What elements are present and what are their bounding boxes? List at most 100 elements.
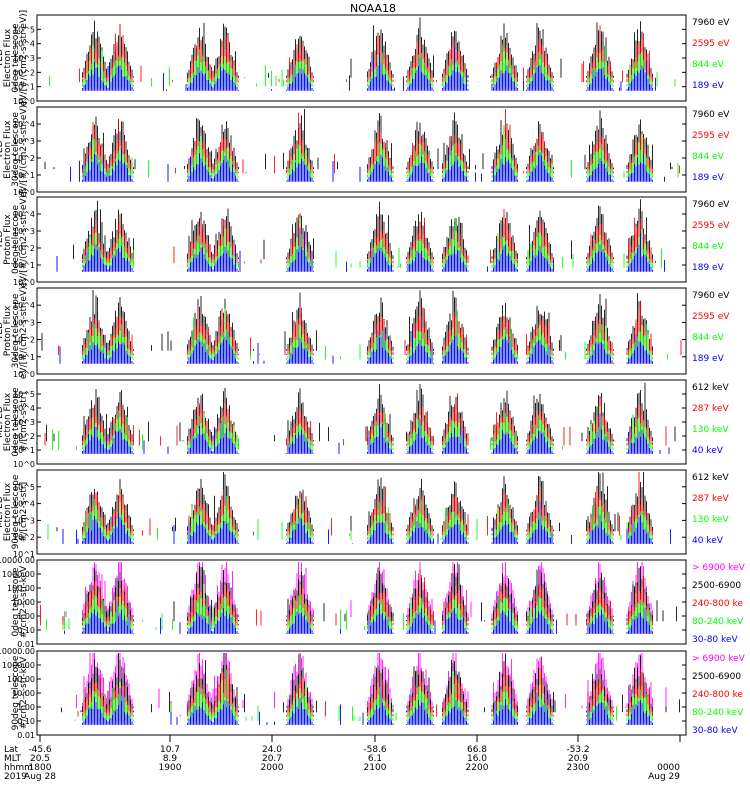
legend-entry: 189 eV (692, 354, 725, 364)
y-axis-label-line: 0deg telescope (11, 205, 21, 275)
y-tick-label: 100.00 (7, 584, 35, 593)
legend-entry: 7960 eV (692, 110, 730, 120)
y-axis-label-line: #/[cm2-s-str] (19, 482, 29, 542)
x-tick-label-hhmm: 2100 (364, 763, 387, 773)
x-tick-label-hhmm: 1900 (159, 763, 182, 773)
legend-entry: 2595 eV (692, 131, 730, 141)
y-tick-label: 0.10 (17, 717, 35, 726)
y-axis-label-line: 30deg telescope (11, 293, 21, 368)
y-axis-label-line: 0deg telescope (11, 567, 21, 637)
series-trace (82, 46, 656, 91)
series-trace (76, 653, 667, 709)
panel-frame (36, 650, 687, 736)
x-tick-label-lat: -58.6 (363, 745, 387, 755)
y-tick-label: 0.10 (17, 626, 35, 635)
y-axis-label-line: 30deg telescope (11, 112, 21, 187)
y-tick-label: 10^5 (13, 390, 35, 399)
y-tick-label: 10^4 (13, 40, 35, 49)
y-tick-label: 10^2 (13, 244, 35, 253)
x-tick-label-hhmm: 1800 (29, 763, 52, 773)
series-trace (44, 393, 667, 446)
series-trace (64, 598, 653, 634)
legend-entry: 844 eV (692, 152, 725, 162)
legend-entry: 189 eV (692, 263, 725, 273)
legend-entry: 30-80 keV (692, 635, 738, 645)
y-tick-label: 100.00 (7, 675, 35, 684)
legend-entry: 2500-6900 (692, 672, 741, 682)
series-trace (59, 308, 668, 360)
chart-title: NOAA18 (350, 2, 396, 15)
y-tick-label: 10^4 (13, 120, 35, 129)
y-tick-label: 10000.00 (0, 556, 35, 565)
legend-entry: 130 keV (692, 515, 729, 525)
series-trace (79, 24, 653, 83)
x-tick-label-mlt: 20.7 (262, 754, 282, 764)
y-tick-label: 10^1 (13, 446, 35, 455)
y-axis-label-line: eV/[#/(cm2-s-str-eV)] (19, 191, 29, 287)
x-row-label: 2019 (4, 772, 27, 782)
y-tick-label: 10^2 (13, 154, 35, 163)
x-row-label: Lat (4, 745, 19, 755)
y-tick-label: 10^2 (13, 336, 35, 345)
x-tick-label-mlt: 20.5 (30, 754, 50, 764)
y-axis-label-line: TED (0, 49, 5, 68)
panel-frame (36, 14, 687, 102)
y-tick-label: 10^1 (13, 261, 35, 270)
legend-entry: > 6900 keV (692, 563, 746, 573)
y-tick-label: 10^0 (13, 460, 35, 469)
legend-entry: 7960 eV (692, 200, 730, 210)
legend-entry: 240-800 ke (692, 599, 743, 609)
y-axis-label: 90deg telescope#/cm2-s-str-keV (11, 655, 29, 730)
legend-entry: 189 eV (692, 81, 725, 91)
legend-entry: 80-240 keV (692, 617, 744, 627)
x-tick-label-lat: -45.6 (28, 745, 52, 755)
y-axis-label-line: 0deg telescope (11, 387, 21, 457)
y-tick-label: 10^0 (13, 97, 35, 106)
x-tick-label-date: Aug 28 (24, 772, 56, 782)
y-axis-label-line: Electron Flux (3, 392, 13, 451)
y-axis-label-line: TED (0, 230, 5, 249)
y-axis-label-line: 90deg telescope (11, 474, 21, 549)
y-tick-label: 10^2 (13, 432, 35, 441)
y-tick-label: 10^3 (13, 137, 35, 146)
legend-entry: 844 eV (692, 60, 725, 70)
series-trace (82, 472, 653, 536)
series-trace (82, 125, 679, 178)
panel-frame (36, 379, 687, 465)
y-axis-label-line: #/[cm2-s-str] (19, 392, 29, 452)
y-tick-label: 10.00 (12, 689, 35, 698)
series-trace (47, 495, 653, 540)
x-tick-label-mlt: 6.1 (368, 754, 382, 764)
panel-7: 0.010.101.0010.00100.001000.0010000.000d… (0, 556, 746, 649)
y-tick-label: 1000.00 (2, 661, 35, 670)
y-axis-label-line: 90deg telescope (11, 655, 21, 730)
legend-entry: 80-240 keV (692, 708, 744, 718)
series-trace (41, 290, 653, 351)
y-tick-label: 10^5 (13, 25, 35, 34)
series-trace (59, 328, 653, 364)
legend-entry: 189 eV (692, 173, 725, 183)
y-tick-label: 0.01 (17, 731, 35, 740)
x-tick-label-hhmm: 0000 (657, 763, 680, 773)
series-trace (44, 109, 673, 170)
legend-entry: 844 eV (692, 333, 725, 343)
y-axis-label-line: eV/[#/(cm2-s-str-eV)] (19, 101, 29, 197)
panel-frame (36, 469, 687, 555)
legend-entry: > 6900 keV (692, 654, 746, 664)
panel-frame (36, 106, 687, 193)
legend-entry: 2595 eV (692, 221, 730, 231)
y-tick-label: 10^3 (13, 318, 35, 327)
x-tick-label-hhmm: 2000 (261, 763, 284, 773)
series-trace (82, 413, 670, 454)
y-tick-label: 10^1 (13, 353, 35, 362)
y-tick-label: 10^3 (13, 227, 35, 236)
legend-entry: 30-80 keV (692, 726, 738, 736)
